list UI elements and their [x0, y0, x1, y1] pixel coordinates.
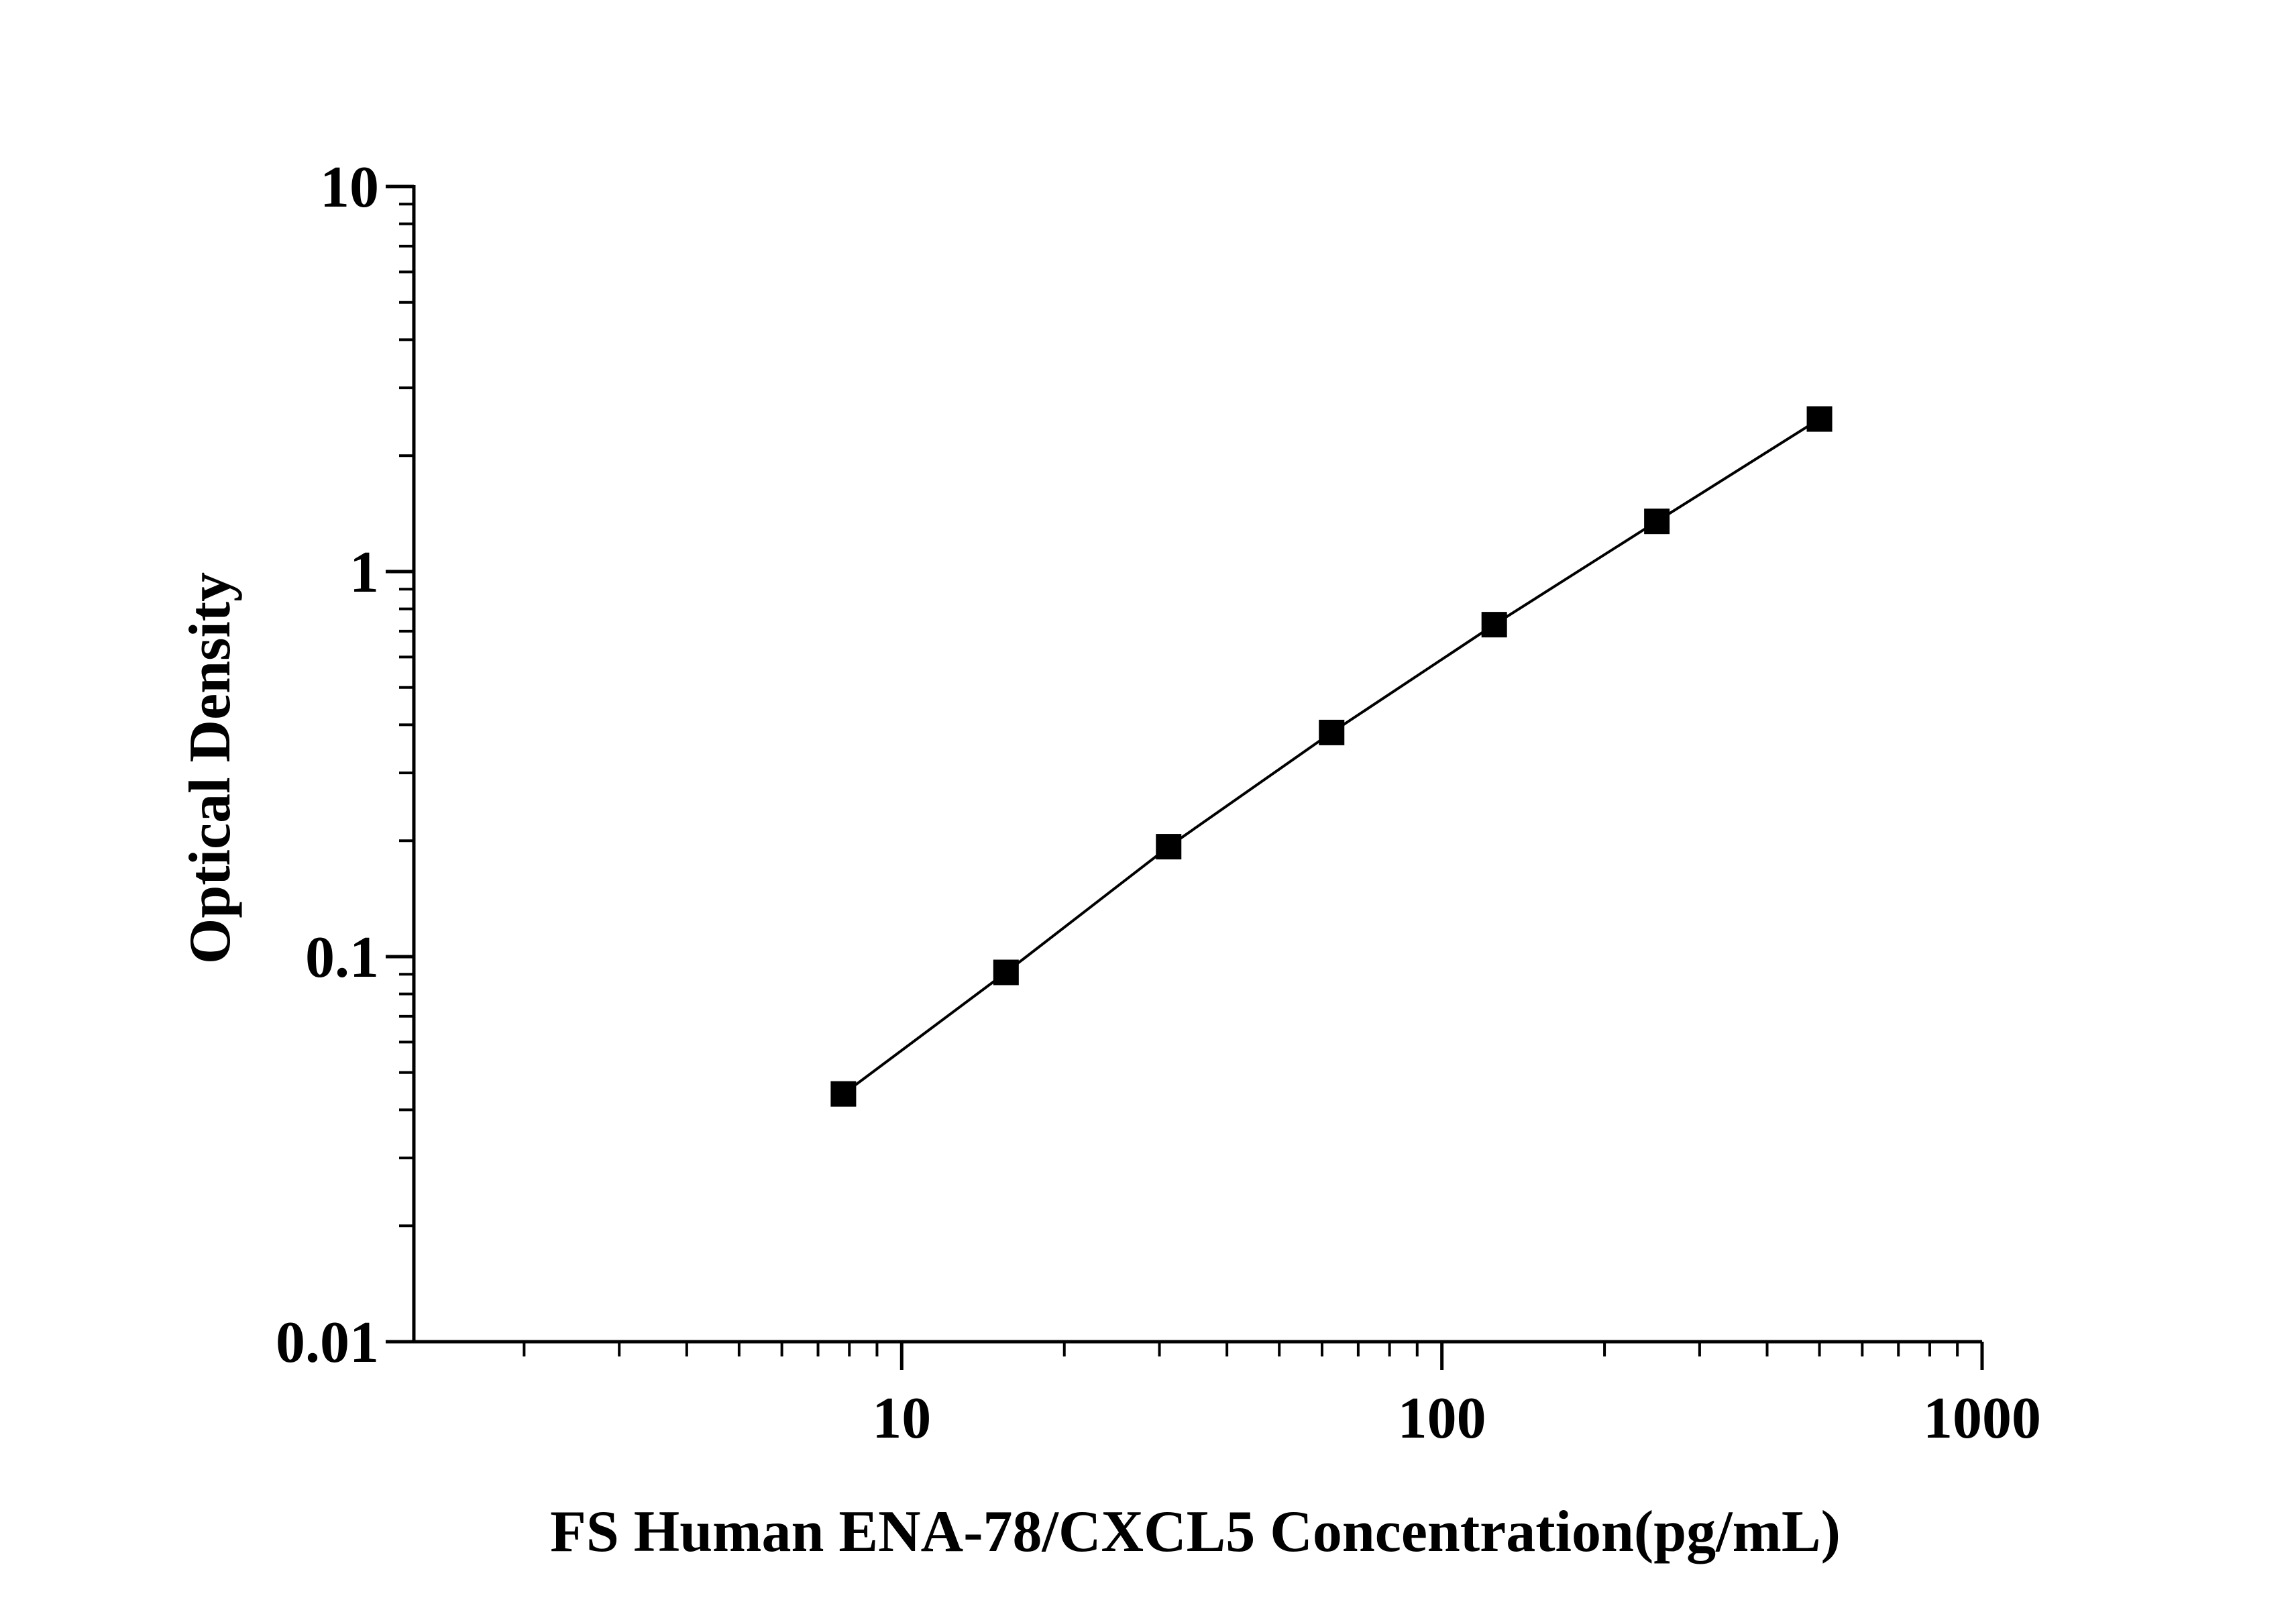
data-point: [993, 959, 1019, 985]
data-points: [830, 406, 1833, 1107]
y-tick-label: 10: [320, 155, 379, 220]
x-tick-label: 10: [872, 1386, 931, 1451]
y-axis-label: Optical Density: [178, 572, 243, 964]
data-point: [1481, 612, 1507, 638]
data-point: [1806, 406, 1833, 432]
x-tick-label: 100: [1398, 1386, 1486, 1451]
y-tick-label: 0.01: [276, 1310, 379, 1375]
data-point: [1319, 719, 1345, 745]
major-ticks: [386, 184, 1984, 1370]
minor-ticks: [399, 203, 1959, 1356]
x-axis-label: FS Human ENA-78/CXCL5 Concentration(pg/m…: [550, 1499, 1841, 1564]
data-point: [1644, 509, 1670, 535]
fit-line: [842, 417, 1820, 1095]
x-tick-label: 1000: [1923, 1386, 2041, 1451]
y-tick-label: 1: [349, 540, 379, 605]
data-point: [830, 1081, 857, 1107]
tick-labels: 10 100 1000 10 1 0.1 0.01: [276, 155, 2041, 1451]
data-point: [1156, 834, 1182, 860]
y-tick-label: 0.1: [305, 925, 379, 990]
